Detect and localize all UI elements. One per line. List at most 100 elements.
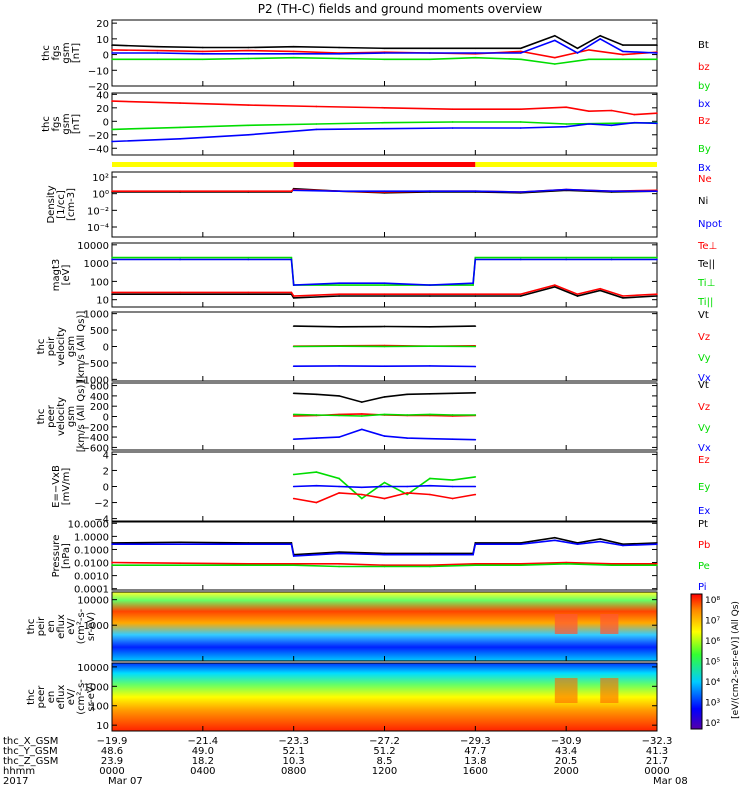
- data-point: [520, 543, 522, 545]
- legend-entry: by: [698, 81, 710, 92]
- data-point: [611, 257, 613, 259]
- data-point: [656, 257, 658, 259]
- data-point: [520, 295, 522, 297]
- data-point: [475, 476, 477, 478]
- data-point: [384, 414, 386, 416]
- y-tick-label: −10: [88, 66, 109, 77]
- panel-frame: [112, 243, 657, 307]
- data-point: [475, 190, 477, 192]
- data-point: [429, 345, 431, 347]
- legend-entry: Vy: [698, 423, 711, 434]
- data-point: [656, 52, 658, 54]
- data-point: [384, 554, 386, 556]
- data-point: [452, 498, 454, 500]
- legend-entry: Vt: [698, 310, 709, 321]
- data-point: [475, 439, 477, 441]
- y-tick-label: 1000: [84, 310, 109, 321]
- data-point: [293, 190, 295, 192]
- y-tick-label: 20: [96, 19, 109, 30]
- data-point: [384, 498, 386, 500]
- legend-entry: Pt: [698, 519, 708, 530]
- legend-entry: Bt: [698, 40, 709, 51]
- data-point: [622, 545, 624, 547]
- data-point: [475, 293, 477, 295]
- data-point: [565, 259, 567, 261]
- data-point: [611, 259, 613, 261]
- data-point: [429, 554, 431, 556]
- data-point: [179, 293, 181, 295]
- data-point: [384, 482, 386, 484]
- data-point: [384, 190, 386, 192]
- data-point: [293, 51, 295, 53]
- y-tick-label: 40: [96, 90, 109, 101]
- data-point: [338, 58, 340, 60]
- legend-entry: Vt: [698, 380, 709, 391]
- data-point: [179, 138, 181, 140]
- data-point: [338, 478, 340, 480]
- data-point: [429, 494, 431, 496]
- data-point: [111, 129, 113, 131]
- data-point: [293, 393, 295, 395]
- data-point: [247, 564, 249, 566]
- chart-title: P2 (TH-C) fields and ground moments over…: [258, 2, 543, 16]
- data-point: [338, 492, 340, 494]
- legend-entry: Te||: [697, 259, 715, 270]
- y-tick-label: 10: [96, 296, 109, 307]
- data-point: [179, 292, 181, 294]
- data-point: [475, 366, 477, 368]
- data-point: [577, 543, 579, 545]
- data-point: [111, 564, 113, 566]
- data-point: [656, 123, 658, 125]
- data-point: [384, 295, 386, 297]
- data-point: [588, 110, 590, 112]
- colorbar-tick-label: 10⁷: [705, 617, 720, 627]
- data-point: [429, 326, 431, 328]
- y-tick-label: 100: [90, 277, 109, 288]
- y-axis-label: sr-eV): [86, 612, 97, 641]
- y-axis-label: [km/s (All Qs)]: [76, 311, 87, 383]
- data-point: [247, 134, 249, 136]
- data-point: [293, 365, 295, 367]
- y-tick-label: 10: [96, 35, 109, 46]
- data-point: [316, 106, 318, 108]
- y-tick-label: 2: [103, 466, 109, 477]
- data-point: [111, 259, 113, 261]
- panel-frame: [112, 383, 657, 450]
- data-point: [247, 293, 249, 295]
- data-point: [429, 58, 431, 60]
- data-point: [611, 125, 613, 127]
- data-point: [520, 564, 522, 566]
- data-point: [656, 543, 658, 545]
- data-point: [247, 257, 249, 259]
- data-point: [338, 53, 340, 55]
- data-point: [520, 257, 522, 259]
- data-point: [202, 51, 204, 53]
- data-point: [361, 498, 363, 500]
- data-point: [179, 564, 181, 566]
- data-point: [293, 564, 295, 566]
- data-point: [452, 438, 454, 440]
- status-bar-segment: [475, 162, 657, 167]
- data-point: [291, 292, 293, 294]
- ephemeris-value: 0800: [281, 766, 306, 777]
- data-point: [565, 563, 567, 565]
- spectrogram-feature: [555, 678, 578, 703]
- data-point: [656, 190, 658, 192]
- data-point: [384, 284, 386, 286]
- data-point: [599, 38, 601, 40]
- data-point: [111, 100, 113, 102]
- y-tick-label: 10²: [92, 173, 109, 184]
- data-point: [429, 190, 431, 192]
- legend-entry: Vz: [698, 402, 710, 413]
- data-point: [338, 553, 340, 555]
- data-point: [475, 392, 477, 394]
- data-point: [111, 257, 113, 259]
- data-point: [475, 47, 477, 49]
- data-point: [429, 485, 431, 487]
- y-tick-label: 10: [96, 721, 109, 732]
- data-point: [361, 415, 363, 417]
